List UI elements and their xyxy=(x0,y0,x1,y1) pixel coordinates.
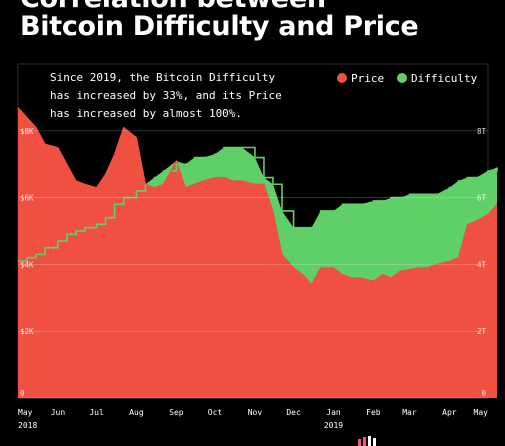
y-tick-label-right: 2T xyxy=(477,327,487,336)
x-tick-label: Mar xyxy=(402,408,417,417)
x-tick-label: Oct xyxy=(208,408,223,417)
brand-logo-icon xyxy=(358,436,376,446)
annotation-line: Since 2019, the Bitcoin Difficulty xyxy=(50,71,276,84)
x-tick-label: Jul xyxy=(89,408,104,417)
legend-label: Difficulty xyxy=(411,72,478,85)
x-tick-label: May xyxy=(18,408,33,417)
x-tick-label: Feb xyxy=(366,408,381,417)
y-tick-label-left: $2K xyxy=(20,327,34,336)
x-tick-label: Jan xyxy=(326,408,341,417)
x-subtick-label: 2019 xyxy=(324,421,343,430)
y-tick-label-right: 0 xyxy=(481,389,486,398)
x-tick-label: Jun xyxy=(51,408,66,417)
x-tick-label: Nov xyxy=(248,408,263,417)
y-tick-label-right: 6T xyxy=(477,194,487,203)
annotation-line: has increased by almost 100%. xyxy=(50,107,242,120)
x-subtick-label: 2018 xyxy=(18,421,37,430)
legend-swatch-difficulty xyxy=(397,73,407,83)
legend-swatch-price xyxy=(337,73,347,83)
y-tick-label-left: $8K xyxy=(20,127,34,136)
x-tick-label: Sep xyxy=(169,408,184,417)
y-tick-label-left: 0 xyxy=(20,389,25,398)
y-tick-label-left: $4K xyxy=(20,260,34,269)
x-tick-label: May xyxy=(474,408,489,417)
difficulty-line xyxy=(18,146,498,262)
chart-title-line1: Correlation between xyxy=(20,0,326,14)
legend-label: Price xyxy=(351,72,384,85)
x-tick-label: Apr xyxy=(442,408,457,417)
price-line xyxy=(17,107,498,286)
x-tick-label: Dec xyxy=(286,408,301,417)
legend-box xyxy=(334,68,486,88)
difficulty-area xyxy=(18,107,498,285)
y-tick-label-left: $6K xyxy=(20,194,34,203)
x-tick-label: Aug xyxy=(129,408,144,417)
price-area xyxy=(18,107,498,399)
annotation-box xyxy=(44,68,322,120)
chart-title-line2: Bitcoin Difficulty and Price xyxy=(20,11,419,42)
y-tick-label-right: 4T xyxy=(477,260,487,269)
annotation-line: has increased by 33%, and its Price xyxy=(50,89,282,102)
y-tick-label-right: 8T xyxy=(477,127,487,136)
